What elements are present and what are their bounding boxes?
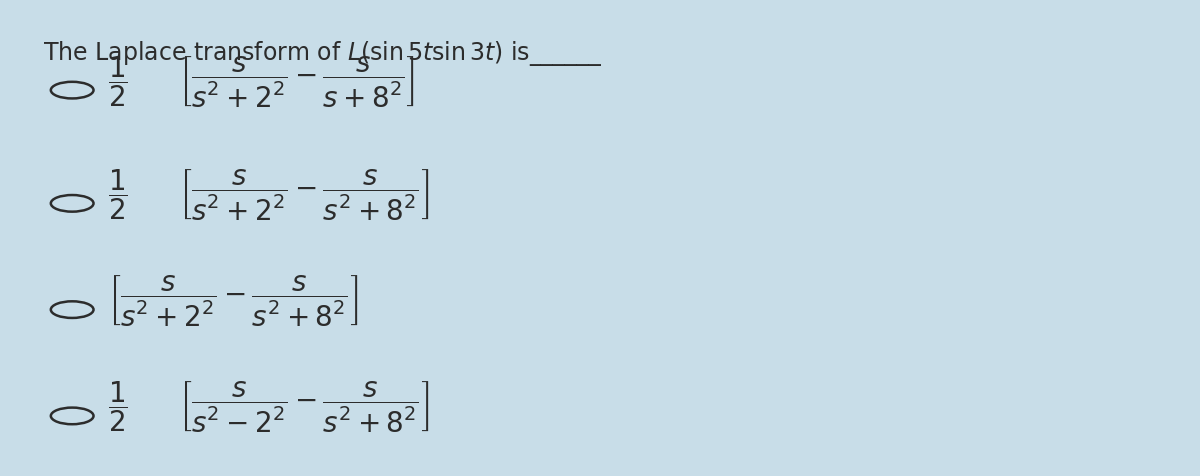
- Text: $\dfrac{1}{2}$: $\dfrac{1}{2}$: [108, 54, 127, 109]
- Text: $\left[\dfrac{s}{s^2+2^2} - \dfrac{s}{s+8^2}\right]$: $\left[\dfrac{s}{s^2+2^2} - \dfrac{s}{s+…: [179, 54, 415, 109]
- Text: $\left[\dfrac{s}{s^2-2^2} - \dfrac{s}{s^2+8^2}\right]$: $\left[\dfrac{s}{s^2-2^2} - \dfrac{s}{s^…: [179, 379, 430, 435]
- Text: $\dfrac{1}{2}$: $\dfrac{1}{2}$: [108, 167, 127, 222]
- Text: $\left[\dfrac{s}{s^2+2^2} - \dfrac{s}{s^2+8^2}\right]$: $\left[\dfrac{s}{s^2+2^2} - \dfrac{s}{s^…: [179, 167, 430, 222]
- Text: $\left[\dfrac{s}{s^2+2^2} - \dfrac{s}{s^2+8^2}\right]$: $\left[\dfrac{s}{s^2+2^2} - \dfrac{s}{s^…: [108, 273, 359, 328]
- Text: $\dfrac{1}{2}$: $\dfrac{1}{2}$: [108, 380, 127, 435]
- Text: The Laplace transform of $L(\sin 5t \sin 3t)$ is______: The Laplace transform of $L(\sin 5t \sin…: [42, 40, 601, 68]
